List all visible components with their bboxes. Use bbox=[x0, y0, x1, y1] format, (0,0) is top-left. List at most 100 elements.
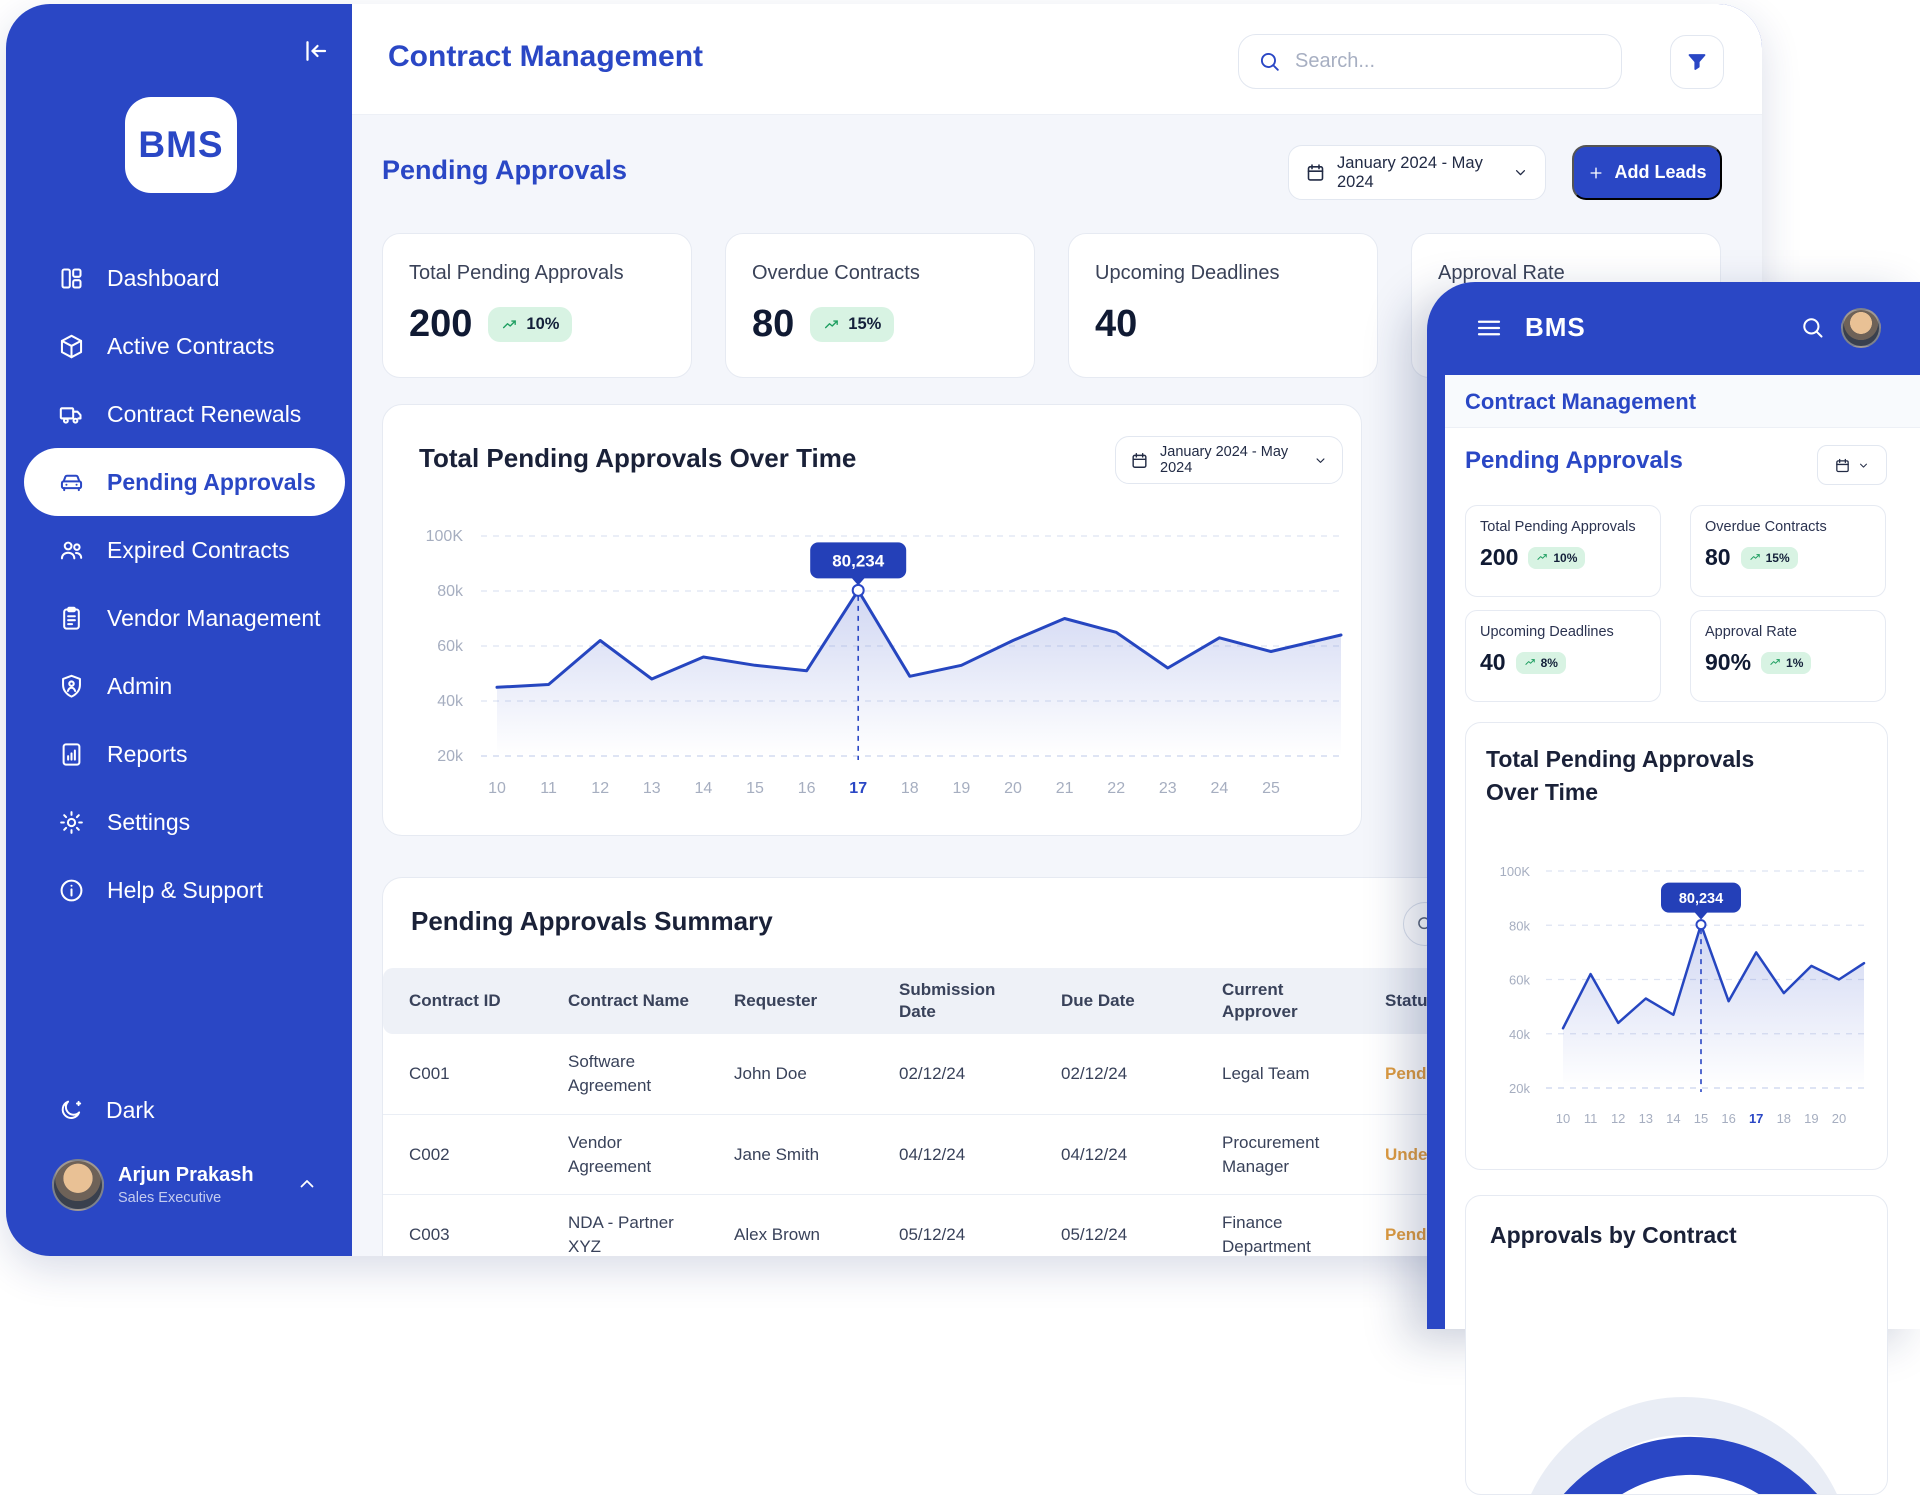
kpi-delta-badge: 10% bbox=[1528, 546, 1586, 569]
mobile-date-range-select[interactable] bbox=[1817, 445, 1887, 485]
svg-text:40k: 40k bbox=[1509, 1027, 1530, 1042]
dark-mode-label: Dark bbox=[106, 1096, 155, 1123]
cell-id: C003 bbox=[383, 1194, 542, 1256]
x-tick-label: 20 bbox=[1832, 1111, 1846, 1126]
sidebar-item-expired-contracts[interactable]: Expired Contracts bbox=[24, 516, 345, 584]
svg-text:100K: 100K bbox=[1500, 864, 1531, 879]
approvals-line-chart: 100K 80k 60k 40k 20k 10 11 12 13 14 15 16 17 18 19 20 21… bbox=[426, 528, 1343, 797]
filter-icon bbox=[1685, 50, 1709, 74]
dark-mode-toggle[interactable]: Dark bbox=[24, 1086, 155, 1134]
mobile-body: Contract Management Pending Approvals To… bbox=[1445, 375, 1920, 1495]
kpi-title: Total Pending Approvals bbox=[409, 262, 624, 284]
trend-up-icon bbox=[1769, 656, 1782, 669]
cell-submitted: 02/12/24 bbox=[873, 1034, 1035, 1115]
mobile-header: BMS bbox=[1427, 282, 1920, 375]
sidebar-item-label: Dashboard bbox=[107, 264, 220, 291]
svg-text:80k: 80k bbox=[1509, 918, 1530, 933]
search-input[interactable] bbox=[1295, 50, 1575, 73]
sidebar-item-dashboard[interactable]: Dashboard bbox=[24, 244, 345, 312]
x-tick-label: 19 bbox=[953, 780, 971, 797]
kpi-value: 40 bbox=[1480, 649, 1506, 675]
x-tick-label: 14 bbox=[1666, 1111, 1680, 1126]
cell-id: C001 bbox=[383, 1034, 542, 1115]
table-title: Pending Approvals Summary bbox=[411, 906, 773, 936]
x-tick-label: 16 bbox=[1721, 1111, 1735, 1126]
peak-data-point[interactable] bbox=[851, 583, 865, 597]
x-tick-label: 10 bbox=[1556, 1111, 1570, 1126]
user-role: Sales Executive bbox=[118, 1190, 222, 1206]
calendar-icon bbox=[1305, 162, 1326, 183]
sidebar-item-label: Contract Renewals bbox=[107, 400, 302, 427]
x-tick-label: 16 bbox=[798, 780, 816, 797]
x-tick-label: 18 bbox=[1777, 1111, 1791, 1126]
sidebar-item-vendor-management[interactable]: Vendor Management bbox=[24, 584, 345, 652]
clipboard-icon bbox=[58, 605, 85, 632]
mobile-user-avatar[interactable] bbox=[1841, 308, 1881, 348]
x-tick-label: 22 bbox=[1107, 780, 1125, 797]
cell-requester: Alex Brown bbox=[708, 1194, 873, 1256]
hamburger-icon bbox=[1473, 313, 1505, 343]
sidebar-item-label: Settings bbox=[107, 808, 191, 835]
svg-text:60k: 60k bbox=[437, 638, 464, 655]
svg-text:60k: 60k bbox=[1509, 973, 1530, 988]
x-tick-label: 17 bbox=[1749, 1111, 1763, 1126]
sidebar-item-active-contracts[interactable]: Active Contracts bbox=[24, 312, 345, 380]
chevron-up-icon[interactable] bbox=[295, 1172, 319, 1196]
cell-id: C002 bbox=[383, 1114, 542, 1196]
kpi-value: 40 bbox=[1095, 303, 1138, 345]
peak-data-point[interactable] bbox=[1695, 919, 1707, 931]
user-profile[interactable]: Arjun Prakash Sales Executive bbox=[52, 1156, 332, 1214]
trend-up-icon bbox=[1749, 551, 1762, 564]
mobile-approvals-line-chart: 100K 80k 60k 40k 20k 10 11 12 13 14 15 16 17 18 19 20 80… bbox=[1500, 864, 1866, 1126]
sidebar-item-contract-renewals[interactable]: Contract Renewals bbox=[24, 380, 345, 448]
x-tick-label: 11 bbox=[1584, 1111, 1598, 1126]
mobile-kpi-card-upcoming-deadlines: Upcoming Deadlines 40 8% bbox=[1465, 610, 1661, 702]
info-icon bbox=[58, 877, 85, 904]
sidebar-item-pending-approvals[interactable]: Pending Approvals bbox=[24, 448, 345, 516]
x-tick-label: 12 bbox=[1611, 1111, 1625, 1126]
report-icon bbox=[58, 741, 85, 768]
svg-text:80k: 80k bbox=[437, 583, 464, 600]
x-tick-label: 15 bbox=[1694, 1111, 1708, 1126]
kpi-card-overdue-contracts: Overdue Contracts 80 15% bbox=[725, 233, 1035, 378]
sidebar-item-reports[interactable]: Reports bbox=[24, 720, 345, 788]
peak-tooltip-value: 80,234 bbox=[1679, 891, 1723, 907]
sidebar-item-label: Admin bbox=[107, 672, 173, 699]
user-avatar bbox=[52, 1159, 104, 1211]
column-header-due-date: Due Date bbox=[1035, 968, 1196, 1035]
x-tick-label: 18 bbox=[901, 780, 919, 797]
sidebar-item-admin[interactable]: Admin bbox=[24, 652, 345, 720]
cell-due: 02/12/24 bbox=[1035, 1034, 1196, 1115]
search-icon bbox=[1257, 49, 1282, 74]
column-header-requester: Requester bbox=[708, 968, 873, 1035]
sidebar-collapse-button[interactable] bbox=[300, 36, 330, 66]
add-leads-button[interactable]: Add Leads bbox=[1572, 145, 1722, 200]
column-header-current-approver: Current Approver bbox=[1196, 968, 1359, 1035]
svg-text:20k: 20k bbox=[1509, 1081, 1530, 1096]
kpi-title: Overdue Contracts bbox=[752, 262, 920, 284]
svg-text:100K: 100K bbox=[426, 528, 464, 545]
chart-date-range-select[interactable]: January 2024 - May 2024 bbox=[1115, 436, 1343, 484]
x-tick-label: 23 bbox=[1159, 780, 1177, 797]
filter-button[interactable] bbox=[1670, 35, 1724, 89]
kpi-value: 80 bbox=[752, 303, 795, 345]
sidebar-item-settings[interactable]: Settings bbox=[24, 788, 345, 856]
top-bar: Contract Management bbox=[352, 4, 1762, 115]
mobile-chart-card: Total Pending Approvals Over Time 100K 80… bbox=[1465, 722, 1888, 1170]
x-tick-label: 19 bbox=[1804, 1111, 1818, 1126]
chart-title: Total Pending Approvals Over Time bbox=[419, 443, 857, 473]
kpi-title: Overdue Contracts bbox=[1705, 519, 1827, 535]
date-range-select[interactable]: January 2024 - May 2024 bbox=[1288, 145, 1546, 200]
menu-button[interactable] bbox=[1473, 313, 1505, 343]
approvals-by-contract-chart bbox=[1531, 1397, 1837, 1494]
mobile-kpi-card-approval-rate: Approval Rate 90% 1% bbox=[1690, 610, 1886, 702]
sidebar-item-label: Reports bbox=[107, 740, 188, 767]
chevron-down-icon bbox=[1857, 459, 1870, 472]
svg-text:40k: 40k bbox=[437, 693, 464, 710]
approvals-chart-card: Total Pending Approvals Over Time Januar… bbox=[382, 404, 1362, 836]
sidebar-item-help-support[interactable]: Help & Support bbox=[24, 856, 345, 924]
kpi-value: 200 bbox=[409, 303, 473, 345]
kpi-title: Total Pending Approvals bbox=[1480, 519, 1636, 535]
gear-icon bbox=[58, 809, 85, 836]
mobile-search-button[interactable] bbox=[1799, 314, 1826, 341]
